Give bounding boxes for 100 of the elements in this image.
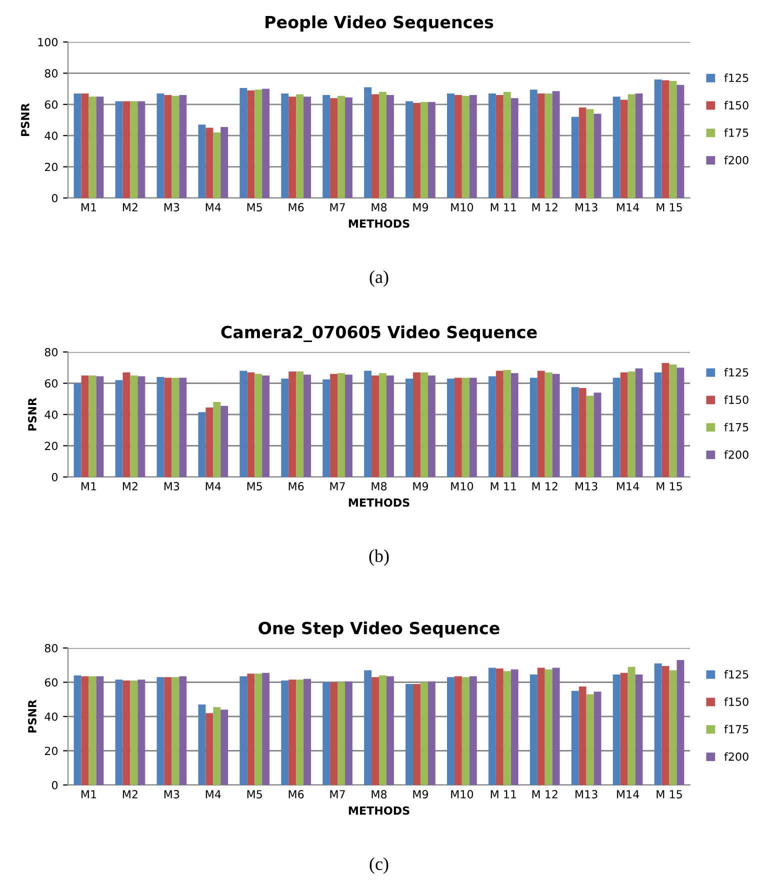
bar [344, 681, 352, 785]
bar [172, 677, 180, 785]
bar [74, 675, 82, 785]
bar [220, 710, 228, 785]
x-tick-label: M9 [413, 482, 428, 490]
bar [537, 668, 545, 785]
bar [198, 704, 206, 785]
bar [586, 109, 594, 198]
bar [420, 372, 428, 477]
bar [262, 672, 270, 785]
bar [594, 692, 602, 785]
bar [676, 84, 684, 198]
x-tick-label: M 11 [490, 790, 516, 798]
bar [364, 370, 372, 477]
bar [654, 663, 662, 785]
bar [578, 108, 586, 198]
x-tick-label: M9 [413, 790, 428, 798]
bar [220, 127, 228, 198]
bar [338, 96, 345, 198]
bar [281, 93, 289, 198]
bar [247, 674, 255, 785]
bar [428, 102, 436, 198]
legend-label: f175 [724, 422, 748, 432]
x-axis-title: METHODS [348, 498, 410, 507]
bar [635, 93, 643, 198]
bar [81, 375, 89, 477]
bar [386, 95, 394, 198]
x-tick-label: M10 [451, 203, 474, 212]
bar [322, 682, 330, 785]
bar [379, 675, 386, 785]
bar [198, 412, 206, 477]
x-axis-title: METHODS [348, 219, 410, 228]
bar [612, 96, 620, 198]
bar [676, 368, 684, 477]
bar [172, 378, 180, 477]
bar [322, 95, 330, 198]
bar [510, 669, 518, 785]
x-tick-label: M13 [576, 790, 598, 798]
bar [503, 370, 511, 477]
x-tick-label: M 12 [532, 482, 558, 490]
bar [81, 676, 89, 785]
bar [88, 96, 96, 198]
y-tick-label: 40 [44, 712, 58, 721]
bar [156, 677, 164, 785]
bar [379, 373, 386, 477]
bar [254, 374, 262, 477]
bar [620, 100, 628, 198]
bar [372, 677, 379, 785]
y-axis-title: PSNR [28, 700, 36, 732]
bar [503, 671, 511, 785]
bar [164, 378, 172, 477]
bar [179, 378, 187, 477]
bar [206, 128, 214, 198]
bar [281, 680, 289, 785]
bar [288, 96, 296, 198]
bar [386, 375, 394, 477]
legend-label: f125 [724, 73, 748, 82]
bar [288, 680, 296, 785]
bar [662, 362, 670, 477]
x-tick-label: M 12 [532, 203, 558, 212]
legend-label: f175 [724, 128, 748, 137]
bar [530, 90, 538, 198]
bar [406, 101, 414, 198]
bar [488, 93, 496, 198]
bar [571, 690, 579, 785]
x-tick-label: M 11 [490, 482, 516, 490]
y-tick-label: 0 [52, 194, 58, 202]
x-tick-label: M8 [372, 482, 387, 490]
bar [304, 374, 311, 477]
x-tick-label: M6 [288, 203, 304, 212]
bar [510, 98, 518, 198]
bar [206, 713, 214, 785]
bar [115, 101, 123, 198]
bar [428, 375, 436, 477]
bar [240, 88, 248, 198]
bar [544, 372, 552, 477]
x-tick-label: M2 [122, 482, 138, 490]
bar [130, 101, 138, 198]
bar [488, 376, 496, 477]
bar [462, 677, 470, 785]
bar [247, 90, 255, 198]
bar [213, 402, 221, 477]
legend-label: f150 [724, 395, 748, 404]
bar [594, 114, 602, 198]
bar [254, 674, 262, 785]
text: (a) [370, 270, 388, 287]
bar [628, 94, 636, 198]
bar [428, 681, 436, 785]
bar [74, 93, 82, 198]
bar [164, 95, 172, 198]
chart-title: One Step Video Sequence [258, 621, 500, 638]
bar [420, 682, 428, 785]
bar [338, 373, 345, 477]
bar [552, 91, 560, 198]
x-axis-title: METHODS [348, 806, 410, 815]
bar [156, 377, 164, 477]
bar [220, 406, 228, 477]
bar [138, 680, 146, 785]
bar [372, 375, 379, 477]
x-tick-label: M14 [617, 482, 640, 490]
